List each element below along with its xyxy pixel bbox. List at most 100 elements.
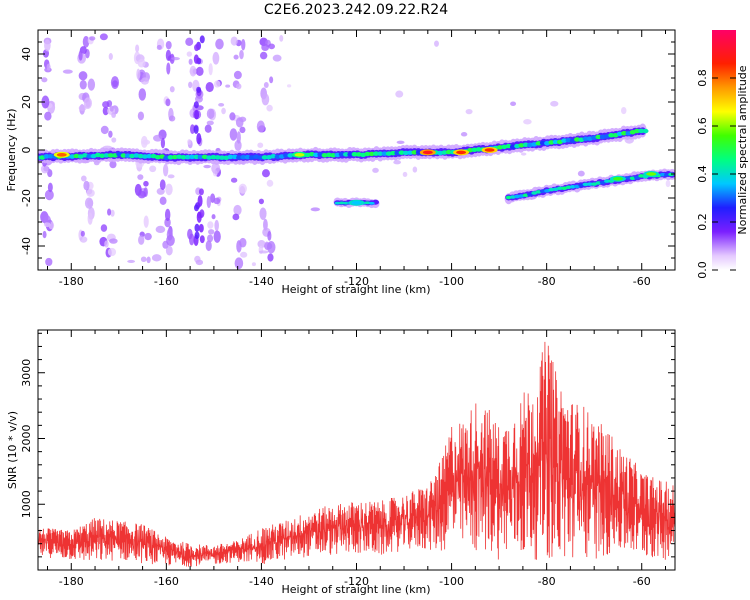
heatmap-speckle — [239, 237, 247, 248]
heatmap-speckle — [259, 207, 267, 220]
heatmap-speckle — [211, 214, 216, 220]
heatmap-speckle — [164, 208, 171, 221]
heatmap-hotspot-core — [56, 153, 67, 157]
heatmap-hotspot-core — [646, 172, 657, 176]
heatmap-cell — [338, 152, 345, 157]
heatmap-cell — [582, 136, 589, 142]
heatmap-speckle — [510, 101, 517, 107]
heatmap-speckle — [206, 108, 215, 119]
heatmap-cell — [43, 154, 50, 159]
heatmap-cell — [586, 182, 593, 186]
heatmap-speckle — [230, 36, 238, 46]
colorbar-tick-label: 0.0 — [696, 261, 709, 279]
heatmap-speckle — [520, 152, 527, 156]
heatmap-speckle — [205, 82, 214, 93]
heatmap-x-tick-label: -180 — [59, 275, 84, 288]
heatmap-speckle — [47, 169, 53, 178]
colorbar-tick-label: 0.2 — [696, 213, 709, 231]
heatmap-speckle — [196, 133, 202, 145]
colorbar-tick-label: 0.6 — [696, 117, 709, 135]
heatmap-cell — [351, 151, 358, 157]
heatmap-cell — [146, 153, 153, 159]
heatmap-cell — [180, 155, 187, 160]
snr-x-axis-label: Height of straight line (km) — [281, 583, 430, 596]
heatmap-speckle — [137, 174, 144, 180]
heatmap-speckle — [257, 240, 266, 249]
heatmap-speckle — [146, 256, 151, 264]
heatmap-speckle — [198, 223, 204, 233]
heatmap-speckle — [218, 102, 225, 107]
heatmap-speckle — [186, 51, 193, 57]
heatmap-speckle — [137, 58, 146, 68]
heatmap-speckle — [272, 54, 282, 62]
heatmap-speckle — [212, 51, 220, 65]
heatmap-speckle — [40, 164, 49, 174]
heatmap-speckle — [189, 65, 197, 77]
heatmap-cell — [197, 154, 204, 160]
heatmap-speckle — [213, 197, 221, 205]
heatmap-speckle — [279, 34, 284, 42]
heatmap-cell — [193, 154, 200, 160]
heatmap-speckle — [82, 36, 90, 48]
heatmap-speckle — [261, 43, 270, 52]
heatmap-speckle — [256, 120, 265, 133]
snr-line-chart: -180 -160 -140 -120 -100 -80 -60 1000 2000 3000 H… — [6, 329, 676, 596]
heatmap-speckle — [100, 224, 108, 232]
heatmap-speckle — [207, 234, 214, 243]
heatmap-speckle — [166, 234, 175, 247]
heatmap-speckle — [396, 140, 405, 145]
figure-title: C2E6.2023.242.09.22.R24 — [264, 2, 448, 18]
heatmap-speckle — [460, 132, 468, 137]
heatmap-x-tick-label: -100 — [439, 275, 464, 288]
heatmap-speckle — [141, 139, 151, 145]
heatmap-hotspot-core — [456, 150, 467, 155]
heatmap-speckle — [44, 111, 52, 121]
heatmap-speckle — [194, 231, 200, 240]
heatmap-x-tick-label: -160 — [154, 275, 179, 288]
heatmap-cell — [390, 150, 397, 156]
heatmap-speckle — [80, 230, 85, 237]
heatmap-speckle — [240, 251, 248, 258]
snr-y-axis-label: SNR (10 * v/v) — [6, 411, 19, 489]
heatmap-cell — [608, 133, 615, 138]
heatmap-speckle — [165, 245, 173, 256]
heatmap-cell — [604, 179, 611, 183]
heatmap-speckle — [206, 195, 212, 209]
heatmap-chart: -180 -160 -140 -120 -100 -80 -60 -40 -20 0 20 40 He… — [5, 29, 676, 296]
heatmap-speckle — [190, 124, 195, 135]
heatmap-speckle — [107, 208, 112, 216]
heatmap-cell — [582, 182, 589, 187]
heatmap-speckle — [165, 49, 172, 62]
heatmap-cell — [475, 147, 482, 152]
snr-y-tick-label: 3000 — [20, 359, 33, 387]
heatmap-speckle — [258, 198, 264, 205]
heatmap-x-tick-label: -140 — [249, 275, 274, 288]
heatmap-y-tick-label: 20 — [20, 95, 33, 109]
heatmap-speckle — [261, 93, 270, 106]
snr-x-tick-label: -180 — [59, 575, 84, 588]
heatmap-y-tick-label: -20 — [20, 189, 33, 207]
snr-y-tick-label: 2000 — [20, 424, 33, 452]
heatmap-speckle — [199, 235, 205, 244]
snr-x-tick-label: -140 — [249, 575, 274, 588]
heatmap-speckle — [159, 179, 166, 191]
heatmap-speckle — [166, 62, 171, 75]
heatmap-speckle — [372, 167, 379, 173]
heatmap-speckle — [213, 80, 221, 88]
heatmap-speckle — [87, 78, 96, 91]
heatmap-speckle — [187, 139, 192, 145]
snr-series-line — [38, 341, 675, 567]
colorbar-tick-label: 0.8 — [696, 69, 709, 87]
heatmap-speckle — [62, 69, 73, 74]
heatmap-speckle — [229, 128, 238, 141]
heatmap-speckle — [213, 230, 221, 243]
heatmap-speckle — [104, 240, 109, 248]
heatmap-speckle — [232, 213, 240, 221]
snr-layer — [38, 341, 675, 567]
heatmap-speckle — [233, 204, 242, 216]
snr-x-tick-label: -160 — [154, 575, 179, 588]
heatmap-cell — [552, 139, 559, 145]
heatmap-speckle — [259, 51, 268, 60]
heatmap-speckle — [206, 120, 214, 126]
